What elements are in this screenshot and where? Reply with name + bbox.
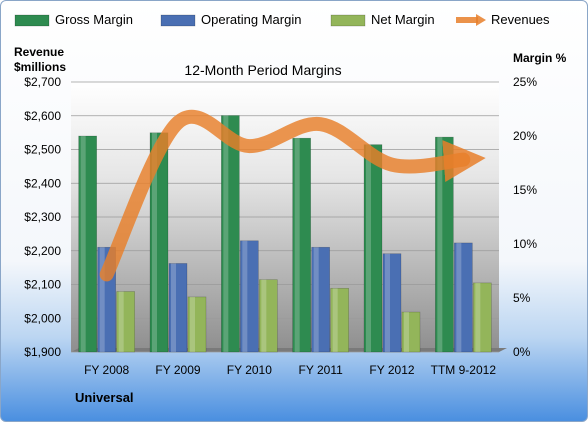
- right-tick-label: 25%: [513, 75, 537, 89]
- bar-highlight: [171, 263, 176, 352]
- legend-label: Net Margin: [371, 12, 435, 27]
- bar-highlight: [118, 291, 124, 352]
- bar: [240, 240, 259, 353]
- bar: [221, 115, 240, 353]
- right-tick-label: 15%: [513, 183, 537, 197]
- bar: [454, 242, 473, 353]
- right-tick-label: 5%: [513, 291, 531, 305]
- bar-body: [259, 279, 278, 353]
- bar-body: [363, 144, 383, 353]
- right-axis-label: Margin %: [513, 51, 567, 65]
- left-tick-label: $2,000: [24, 311, 61, 325]
- legend-swatch: [330, 14, 366, 27]
- bar-body: [435, 136, 454, 353]
- bar: [259, 279, 278, 353]
- category-label: TTM 9-2012: [431, 363, 497, 377]
- bar: [149, 132, 169, 353]
- category-label: FY 2010: [227, 363, 272, 377]
- legend-swatch-arrowhead: [476, 14, 486, 26]
- left-tick-label: $2,200: [24, 244, 61, 258]
- legend-label: Operating Margin: [201, 12, 301, 27]
- left-tick-label: $1,900: [24, 345, 61, 359]
- left-tick-label: $2,400: [24, 176, 61, 190]
- bar-highlight: [223, 115, 229, 352]
- bar-highlight: [261, 279, 267, 352]
- bar: [78, 135, 97, 353]
- bar-body: [187, 296, 207, 353]
- bar: [473, 282, 492, 353]
- bar: [292, 137, 311, 353]
- bar-body: [454, 242, 473, 353]
- left-tick-label: $2,700: [24, 75, 61, 89]
- right-tick-label: 0%: [513, 345, 531, 359]
- bar-highlight: [366, 144, 371, 352]
- legend-label: Gross Margin: [55, 12, 133, 27]
- legend-item: Net Margin: [330, 12, 435, 27]
- bar-body: [221, 115, 240, 353]
- bar: [382, 253, 402, 353]
- bar: [168, 263, 188, 353]
- legend-label: Revenues: [491, 12, 550, 27]
- legend-swatch: [160, 14, 196, 27]
- bar-highlight: [99, 247, 105, 352]
- bar-body: [330, 287, 349, 353]
- left-tick-label: $2,100: [24, 278, 61, 292]
- bar-body: [240, 240, 259, 353]
- legend-item: Gross Margin: [14, 12, 133, 27]
- bar: [311, 246, 330, 353]
- bar-body: [149, 132, 169, 353]
- axes: $1,900 $2,000 $2,100 $2,200 $2,300 $2,400 $2,5…: [24, 75, 537, 377]
- bar-highlight: [456, 242, 462, 352]
- bar: [187, 296, 207, 353]
- bar-body: [168, 263, 188, 353]
- bar-body: [116, 291, 135, 353]
- chart-title: 12-Month Period Margins: [184, 62, 341, 78]
- revenue-line-path: [99, 109, 486, 282]
- bar: [363, 144, 383, 353]
- left-tick-label: $2,500: [24, 143, 61, 157]
- left-tick-label: $2,600: [24, 109, 61, 123]
- bar-body: [78, 135, 97, 353]
- revenue-line: [99, 109, 486, 282]
- bar-highlight: [404, 312, 409, 352]
- right-tick-label: 20%: [513, 129, 537, 143]
- bar-body: [382, 253, 402, 353]
- company-label: Universal: [75, 390, 134, 405]
- bar-highlight: [475, 282, 481, 352]
- right-tick-label: 10%: [513, 237, 537, 251]
- bar-highlight: [152, 132, 157, 352]
- bar-highlight: [294, 138, 300, 352]
- bar: [401, 311, 421, 353]
- bar: [116, 291, 135, 353]
- category-label: FY 2008: [84, 363, 129, 377]
- bar-body: [311, 246, 330, 353]
- legend-item: Revenues: [456, 12, 550, 27]
- bar-body: [292, 137, 311, 353]
- bar-body: [473, 282, 492, 353]
- bar-body: [401, 311, 421, 353]
- legend: Gross Margin Operating Margin Net Margin Re…: [14, 12, 550, 27]
- bar-highlight: [385, 253, 390, 352]
- bar-highlight: [190, 296, 195, 352]
- bar-highlight: [80, 136, 86, 352]
- category-label: FY 2012: [369, 363, 414, 377]
- bar: [330, 287, 349, 353]
- category-label: FY 2009: [155, 363, 200, 377]
- category-label: FY 2011: [299, 363, 344, 377]
- legend-swatch: [14, 14, 50, 27]
- bar-highlight: [437, 137, 443, 352]
- bar-highlight: [332, 288, 338, 352]
- left-axis-label-line1: Revenue: [14, 45, 64, 59]
- bar-highlight: [242, 240, 248, 352]
- bar-highlight: [313, 247, 319, 352]
- bar: [435, 136, 454, 353]
- left-tick-label: $2,300: [24, 210, 61, 224]
- legend-item: Operating Margin: [160, 12, 301, 27]
- left-axis-label-line2: $millions: [14, 60, 66, 74]
